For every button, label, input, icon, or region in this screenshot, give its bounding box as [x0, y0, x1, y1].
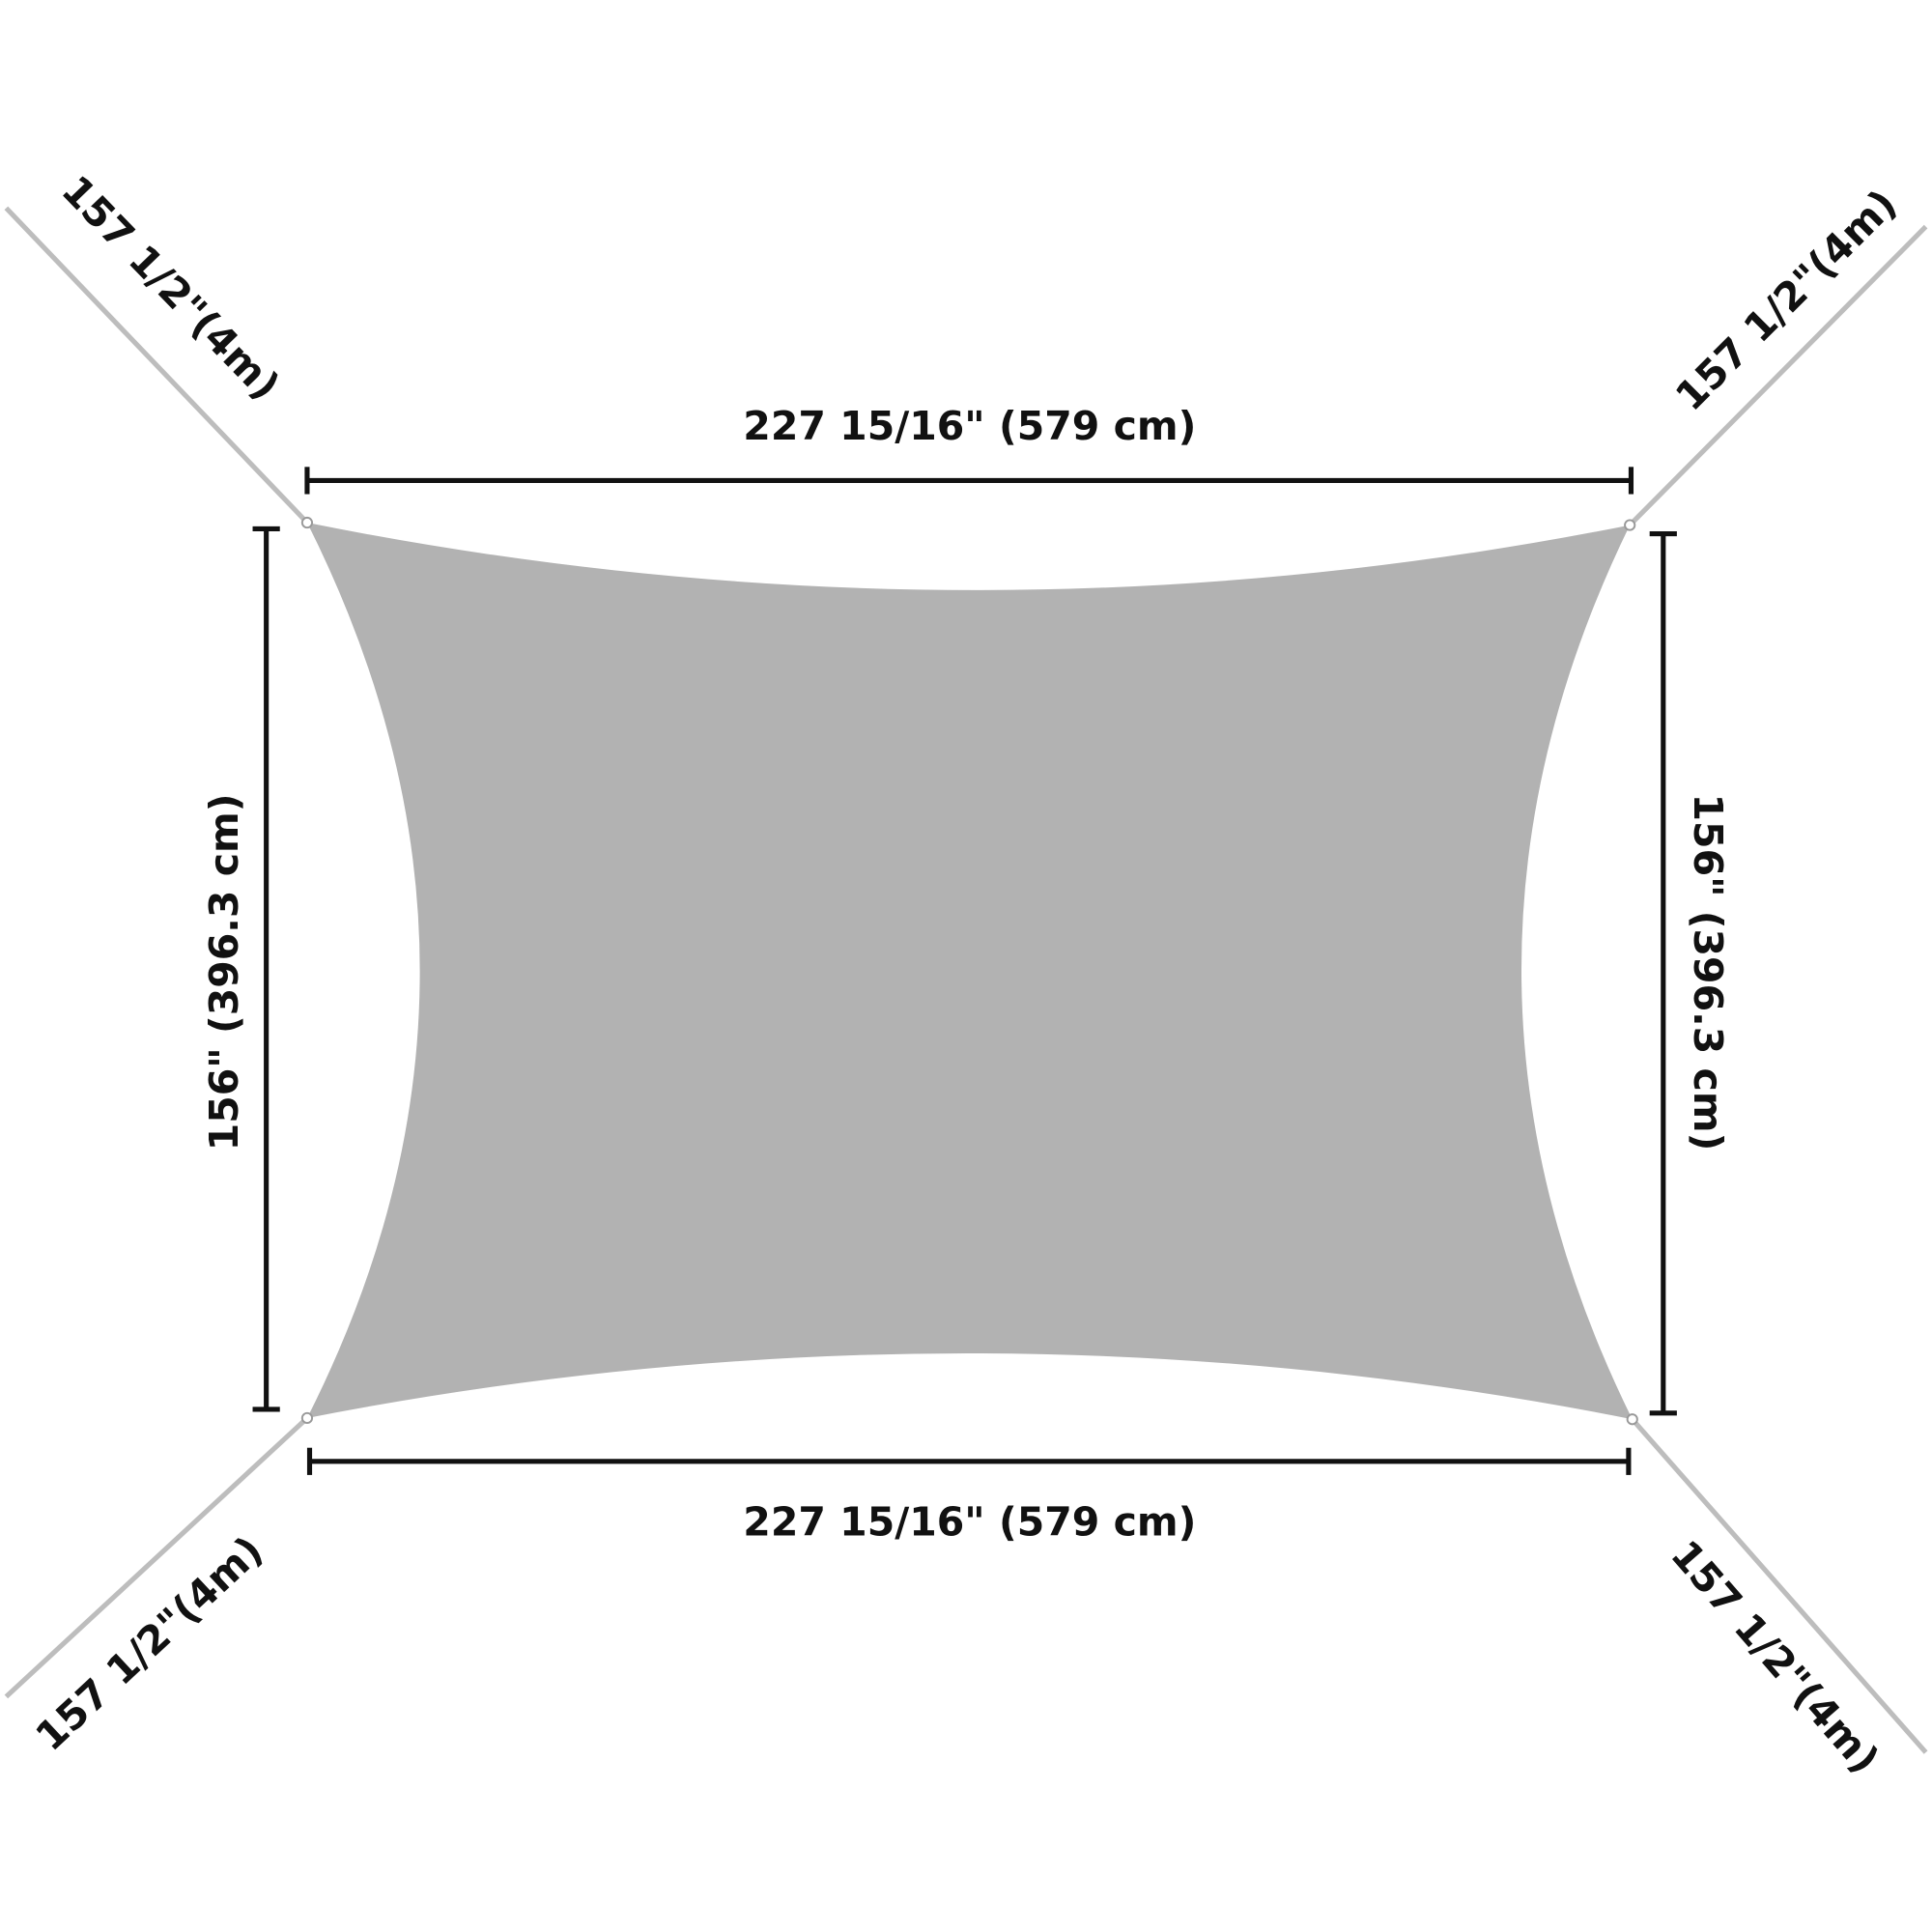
right-height-label: 156" (396.3 cm) [1685, 793, 1731, 1151]
rope-top-right-label: 157 1/2"(4m) [1666, 181, 1906, 420]
top-dimension-line [304, 467, 1634, 495]
rope-top-left [4, 206, 309, 525]
rope-top-right [1628, 224, 1928, 527]
rope-top-left-label: 157 1/2"(4m) [53, 167, 289, 410]
top-width-label: 227 15/16" (579 cm) [743, 403, 1196, 449]
grommet [300, 1411, 314, 1425]
right-dimension-line [1649, 531, 1677, 1416]
ropes [4, 206, 1928, 1754]
rope-bottom-left [4, 1416, 309, 1699]
grommets [300, 516, 1638, 1426]
bottom-dimension-line [306, 1447, 1632, 1475]
grommet [300, 516, 314, 529]
grommet [1624, 519, 1636, 531]
rope-bottom-right-label: 157 1/2"(4m) [1662, 1531, 1888, 1781]
bottom-width-label: 227 15/16" (579 cm) [743, 1499, 1196, 1546]
rope-bottom-right [1630, 1417, 1928, 1754]
sail-shape [306, 523, 1633, 1420]
left-height-label: 156" (396.3 cm) [201, 793, 247, 1151]
dimension-lines [252, 467, 1677, 1475]
left-dimension-line [252, 526, 280, 1412]
grommet [1626, 1413, 1638, 1426]
